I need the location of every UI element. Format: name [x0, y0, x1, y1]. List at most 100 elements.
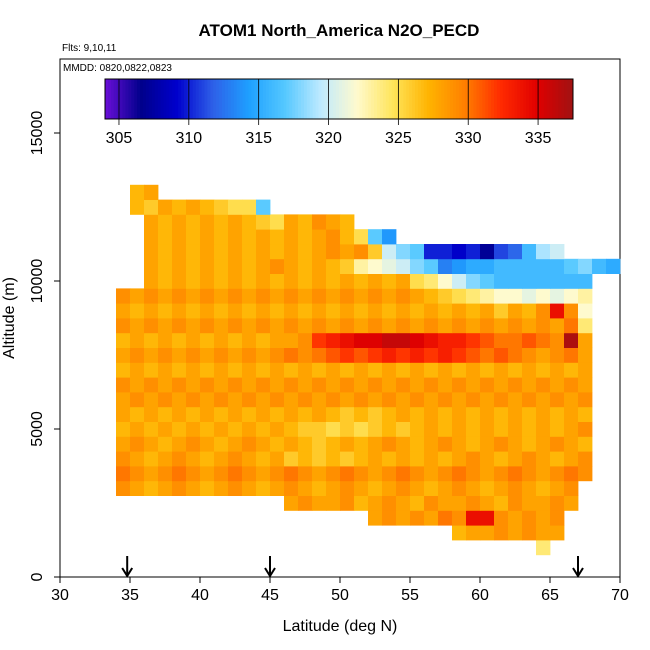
colorbar-segment: [105, 79, 109, 119]
heatmap-cell: [396, 406, 411, 422]
flights-annotation: Flts: 9,10,11: [62, 43, 117, 54]
colorbar-segment: [476, 79, 480, 119]
heatmap-cell: [382, 377, 397, 393]
heatmap-cell: [368, 332, 383, 348]
heatmap-cell: [508, 362, 523, 378]
heatmap-cell: [508, 273, 523, 289]
heatmap-cell: [550, 406, 565, 422]
heatmap-cell: [256, 288, 271, 304]
heatmap-cell: [228, 436, 243, 452]
heatmap-cell: [508, 525, 523, 541]
heatmap-cell: [452, 273, 467, 289]
heatmap-cell: [200, 229, 215, 245]
heatmap-cell: [158, 451, 173, 467]
heatmap-cell: [200, 392, 215, 408]
heatmap-cell: [382, 436, 397, 452]
heatmap-cell: [536, 495, 551, 511]
heatmap-cell: [452, 392, 467, 408]
heatmap-cell: [186, 318, 201, 334]
colorbar-segment: [298, 79, 302, 119]
heatmap-cell: [242, 303, 257, 319]
heatmap-cell: [298, 273, 313, 289]
heatmap-cell: [186, 332, 201, 348]
heatmap-cell: [214, 406, 229, 422]
heatmap-cell: [144, 377, 159, 393]
heatmap-cell: [200, 303, 215, 319]
heatmap-cell: [550, 347, 565, 363]
heatmap-cell: [410, 347, 425, 363]
heatmap-cell: [284, 377, 299, 393]
heatmap-cell: [480, 392, 495, 408]
colorbar-segment: [417, 79, 422, 119]
heatmap-cell: [158, 229, 173, 245]
heatmap-cell: [424, 318, 439, 334]
heatmap-cell: [382, 229, 397, 245]
x-tick-label: 35: [121, 587, 139, 604]
heatmap-cell: [228, 377, 243, 393]
colorbar-segment: [368, 79, 372, 119]
colorbar-segment: [412, 79, 416, 119]
colorbar-segment: [502, 79, 507, 119]
heatmap-cell: [564, 303, 579, 319]
heatmap-cell: [424, 303, 439, 319]
colorbar-segment: [216, 79, 220, 119]
heatmap-cell: [564, 421, 579, 437]
heatmap-cell: [242, 199, 257, 215]
heatmap-cell: [578, 406, 593, 422]
colorbar-segment: [482, 79, 486, 119]
heatmap-cell: [172, 377, 187, 393]
heatmap-cell: [354, 495, 369, 511]
heatmap-cell: [508, 258, 523, 274]
colorbar-segment: [467, 79, 472, 119]
heatmap-cell: [368, 510, 383, 526]
heatmap-cell: [424, 466, 439, 482]
heatmap-cell: [228, 258, 243, 274]
heatmap-cell: [424, 406, 439, 422]
heatmap-cell: [466, 495, 481, 511]
heatmap-cell: [480, 288, 495, 304]
colorbar-segment: [154, 79, 159, 119]
heatmap-cell: [550, 377, 565, 393]
heatmap-cell: [312, 214, 327, 230]
heatmap-cell: [214, 362, 229, 378]
colorbar-segment: [523, 79, 527, 119]
heatmap-cell: [158, 392, 173, 408]
colorbar-segment: [394, 79, 398, 119]
heatmap-cell: [382, 495, 397, 511]
heatmap-cell: [214, 436, 229, 452]
heatmap-cell: [200, 421, 215, 437]
heatmap-cell: [130, 184, 145, 200]
heatmap-cell: [494, 258, 509, 274]
heatmap-cell: [214, 377, 229, 393]
heatmap-cell: [186, 199, 201, 215]
heatmap-cell: [200, 362, 215, 378]
colorbar-segment: [189, 79, 194, 119]
colorbar-segment: [453, 79, 457, 119]
heatmap-cell: [578, 273, 593, 289]
heatmap-cell: [228, 332, 243, 348]
heatmap-cell: [242, 347, 257, 363]
heatmap-cell: [522, 451, 537, 467]
heatmap-cell: [522, 362, 537, 378]
heatmap-cell: [424, 377, 439, 393]
colorbar-tick-label: 320: [315, 130, 342, 147]
colorbar-segment: [125, 79, 129, 119]
heatmap-cell: [256, 303, 271, 319]
heatmap-cell: [228, 244, 243, 260]
colorbar-segment: [537, 79, 542, 119]
heatmap-cell: [452, 318, 467, 334]
heatmap-cell: [410, 421, 425, 437]
heatmap-cell: [410, 451, 425, 467]
heatmap-cell: [410, 288, 425, 304]
heatmap-cell: [270, 214, 285, 230]
heatmap-cell: [564, 451, 579, 467]
heatmap-cell: [284, 332, 299, 348]
heatmap-cell: [438, 377, 453, 393]
heatmap-cell: [536, 303, 551, 319]
colorbar-segment: [116, 79, 121, 119]
heatmap-cell: [550, 244, 565, 260]
x-tick-label: 70: [611, 587, 629, 604]
heatmap-cell: [494, 466, 509, 482]
heatmap-cell: [256, 421, 271, 437]
heatmap-cell: [200, 258, 215, 274]
